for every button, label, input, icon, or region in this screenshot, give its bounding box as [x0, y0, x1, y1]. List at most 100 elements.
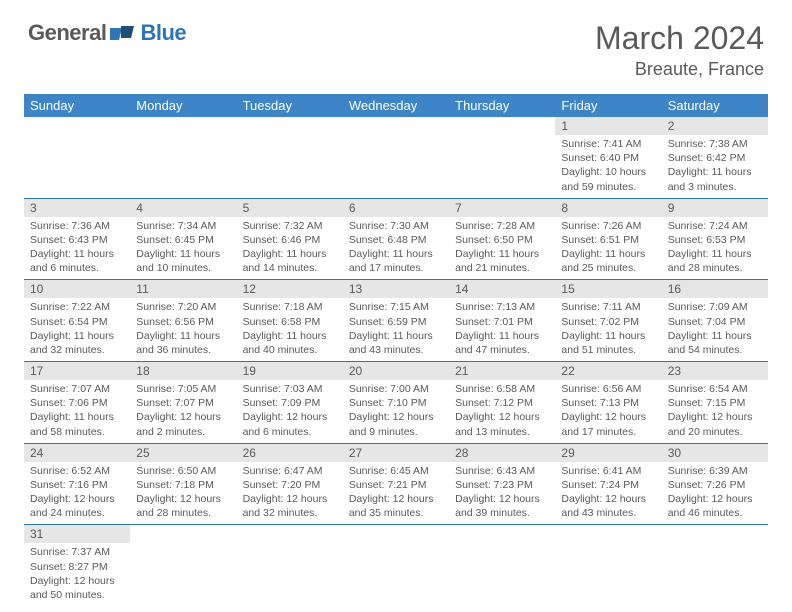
day-cell: 31Sunrise: 7:37 AMSunset: 8:27 PMDayligh… [24, 525, 130, 606]
day-number: 29 [555, 444, 661, 462]
daylight-text: Daylight: 12 hours and 9 minutes. [349, 410, 443, 438]
daylight-text: Daylight: 11 hours and 54 minutes. [668, 329, 762, 357]
day-body: Sunrise: 7:28 AMSunset: 6:50 PMDaylight:… [449, 217, 555, 280]
day-number: 4 [130, 199, 236, 217]
day-body: Sunrise: 7:41 AMSunset: 6:40 PMDaylight:… [555, 135, 661, 198]
sunset-text: Sunset: 7:04 PM [668, 315, 762, 329]
day-number: 6 [343, 199, 449, 217]
daylight-text: Daylight: 12 hours and 6 minutes. [243, 410, 337, 438]
header: General Blue March 2024 Breaute, France [0, 0, 792, 86]
day-cell: 20 Sunrise: 7:00 AMSunset: 7:10 PMDayligh… [343, 362, 449, 443]
day-body: Sunrise: 7:34 AMSunset: 6:45 PMDaylight:… [130, 217, 236, 280]
sunrise-text: Sunrise: 7:36 AM [30, 219, 124, 233]
weekday-header-cell: Thursday [449, 94, 555, 117]
sunset-text: Sunset: 6:42 PM [668, 151, 762, 165]
sunset-text: Sunset: 7:15 PM [668, 396, 762, 410]
daylight-text: Daylight: 10 hours and 59 minutes. [561, 165, 655, 193]
sunset-text: Sunset: 7:10 PM [349, 396, 443, 410]
daylight-text: Daylight: 11 hours and 10 minutes. [136, 247, 230, 275]
sunrise-text: Sunrise: 7:32 AM [243, 219, 337, 233]
day-cell: 5Sunrise: 7:32 AMSunset: 6:46 PMDaylight… [237, 199, 343, 280]
sunrise-text: Sunrise: 6:47 AM [243, 464, 337, 478]
day-number: 12 [237, 280, 343, 298]
weekday-header-cell: Friday [555, 94, 661, 117]
day-number: 18 [130, 362, 236, 380]
daylight-text: Daylight: 12 hours and 43 minutes. [561, 492, 655, 520]
day-cell: 26Sunrise: 6:47 AMSunset: 7:20 PMDayligh… [237, 444, 343, 525]
day-cell: 24Sunrise: 6:52 AMSunset: 7:16 PMDayligh… [24, 444, 130, 525]
week-row: 17Sunrise: 7:07 AMSunset: 7:06 PMDayligh… [24, 362, 768, 444]
day-body: Sunrise: 6:54 AMSunset: 7:15 PMDaylight:… [662, 380, 768, 443]
day-body: Sunrise: 7:18 AMSunset: 6:58 PMDaylight:… [237, 298, 343, 361]
week-row: 3Sunrise: 7:36 AMSunset: 6:43 PMDaylight… [24, 199, 768, 281]
day-cell: . [130, 525, 236, 606]
day-number: 27 [343, 444, 449, 462]
sunset-text: Sunset: 7:13 PM [561, 396, 655, 410]
day-body: Sunrise: 7:38 AMSunset: 6:42 PMDaylight:… [662, 135, 768, 198]
sunrise-text: Sunrise: 7:20 AM [136, 300, 230, 314]
sunset-text: Sunset: 6:46 PM [243, 233, 337, 247]
day-number: 20 [343, 362, 449, 380]
sunset-text: Sunset: 7:21 PM [349, 478, 443, 492]
day-number: 11 [130, 280, 236, 298]
day-number: 8 [555, 199, 661, 217]
day-cell: . [343, 525, 449, 606]
sunset-text: Sunset: 6:48 PM [349, 233, 443, 247]
sunrise-text: Sunrise: 6:52 AM [30, 464, 124, 478]
weekday-header-cell: Tuesday [237, 94, 343, 117]
daylight-text: Daylight: 12 hours and 13 minutes. [455, 410, 549, 438]
sunset-text: Sunset: 6:59 PM [349, 315, 443, 329]
day-number: 1 [555, 117, 661, 135]
day-body: Sunrise: 7:09 AMSunset: 7:04 PMDaylight:… [662, 298, 768, 361]
weekday-header-cell: Monday [130, 94, 236, 117]
sunrise-text: Sunrise: 7:15 AM [349, 300, 443, 314]
day-number: 14 [449, 280, 555, 298]
day-body: Sunrise: 7:26 AMSunset: 6:51 PMDaylight:… [555, 217, 661, 280]
sunrise-text: Sunrise: 7:07 AM [30, 382, 124, 396]
day-cell: . [237, 525, 343, 606]
sunrise-text: Sunrise: 7:05 AM [136, 382, 230, 396]
sunrise-text: Sunrise: 7:13 AM [455, 300, 549, 314]
day-cell: . [662, 525, 768, 606]
day-cell: 18Sunrise: 7:05 AMSunset: 7:07 PMDayligh… [130, 362, 236, 443]
day-cell: . [24, 117, 130, 198]
day-body: Sunrise: 7:03 AMSunset: 7:09 PMDaylight:… [237, 380, 343, 443]
day-cell: . [343, 117, 449, 198]
weeks-container: ..... 1Sunrise: 7:41 AMSunset: 6:40 PMDay… [24, 117, 768, 606]
weekday-header-cell: Sunday [24, 94, 130, 117]
day-cell: 29Sunrise: 6:41 AMSunset: 7:24 PMDayligh… [555, 444, 661, 525]
daylight-text: Daylight: 11 hours and 32 minutes. [30, 329, 124, 357]
sunset-text: Sunset: 6:45 PM [136, 233, 230, 247]
day-number: 2 [662, 117, 768, 135]
sunrise-text: Sunrise: 6:45 AM [349, 464, 443, 478]
day-number: 31 [24, 525, 130, 543]
sunset-text: Sunset: 7:23 PM [455, 478, 549, 492]
weekday-header-cell: Saturday [662, 94, 768, 117]
week-row: 10Sunrise: 7:22 AMSunset: 6:54 PMDayligh… [24, 280, 768, 362]
day-number: 26 [237, 444, 343, 462]
sunset-text: Sunset: 6:56 PM [136, 315, 230, 329]
day-cell: 21Sunrise: 6:58 AMSunset: 7:12 PMDayligh… [449, 362, 555, 443]
sunrise-text: Sunrise: 7:00 AM [349, 382, 443, 396]
daylight-text: Daylight: 11 hours and 47 minutes. [455, 329, 549, 357]
daylight-text: Daylight: 11 hours and 25 minutes. [561, 247, 655, 275]
daylight-text: Daylight: 11 hours and 36 minutes. [136, 329, 230, 357]
day-number: 16 [662, 280, 768, 298]
day-body: Sunrise: 7:37 AMSunset: 8:27 PMDaylight:… [24, 543, 130, 606]
day-body: Sunrise: 7:13 AMSunset: 7:01 PMDaylight:… [449, 298, 555, 361]
daylight-text: Daylight: 11 hours and 6 minutes. [30, 247, 124, 275]
sunset-text: Sunset: 7:16 PM [30, 478, 124, 492]
daylight-text: Daylight: 12 hours and 20 minutes. [668, 410, 762, 438]
sunrise-text: Sunrise: 7:38 AM [668, 137, 762, 151]
day-body: Sunrise: 6:39 AMSunset: 7:26 PMDaylight:… [662, 462, 768, 525]
week-row: 24Sunrise: 6:52 AMSunset: 7:16 PMDayligh… [24, 444, 768, 526]
day-cell: 7Sunrise: 7:28 AMSunset: 6:50 PMDaylight… [449, 199, 555, 280]
logo-text-blue: Blue [140, 20, 186, 46]
week-row: 31Sunrise: 7:37 AMSunset: 8:27 PMDayligh… [24, 525, 768, 606]
sunset-text: Sunset: 6:53 PM [668, 233, 762, 247]
day-cell: 15Sunrise: 7:11 AMSunset: 7:02 PMDayligh… [555, 280, 661, 361]
day-body: Sunrise: 7:11 AMSunset: 7:02 PMDaylight:… [555, 298, 661, 361]
sunset-text: Sunset: 7:09 PM [243, 396, 337, 410]
day-body: Sunrise: 6:52 AMSunset: 7:16 PMDaylight:… [24, 462, 130, 525]
day-body: Sunrise: 7:22 AMSunset: 6:54 PMDaylight:… [24, 298, 130, 361]
